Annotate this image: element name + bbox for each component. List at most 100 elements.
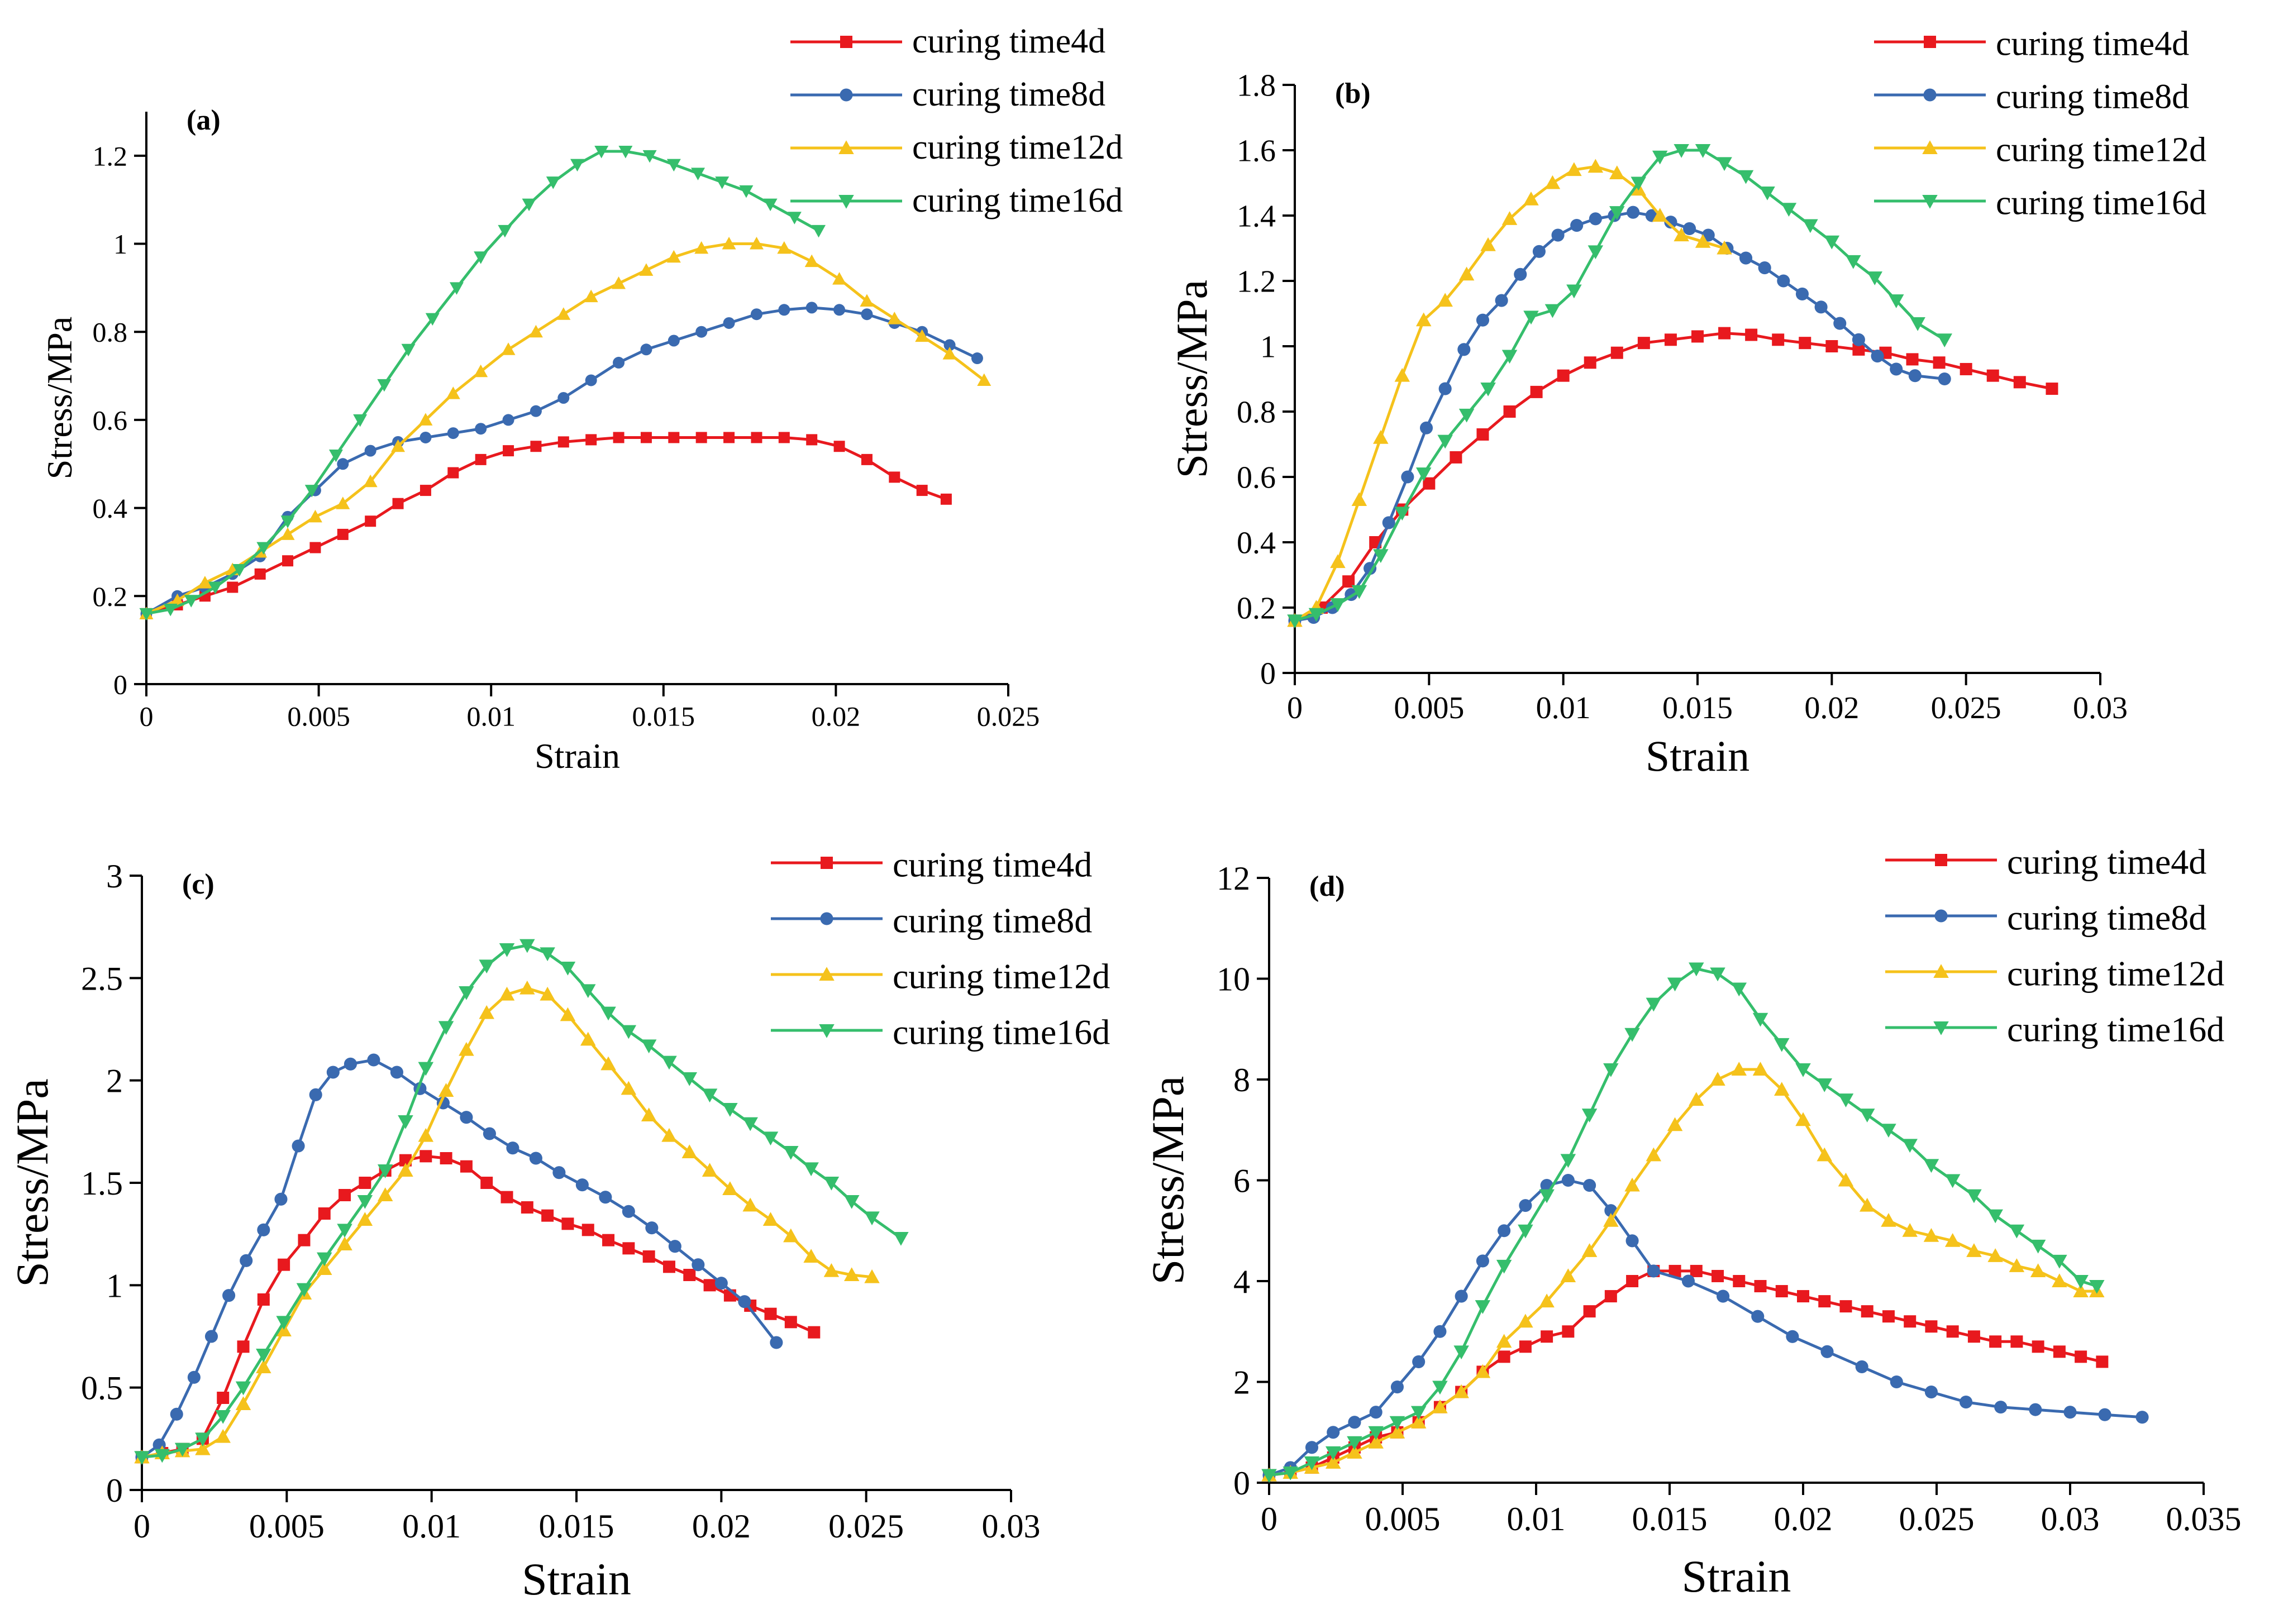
data-point: [641, 1107, 657, 1121]
data-point: [392, 498, 404, 509]
data-point: [1415, 312, 1432, 327]
x-axis-label: Strain: [1682, 1551, 1791, 1602]
data-point: [337, 528, 349, 540]
legend-label: curing time8d: [912, 75, 1105, 113]
data-point: [278, 1258, 290, 1271]
data-point: [187, 1370, 201, 1384]
legend-entry-8d: curing time8d: [790, 75, 1105, 113]
x-tick-label: 0: [1287, 691, 1303, 725]
data-point: [235, 1381, 251, 1396]
series-line-16d: [145, 150, 820, 615]
data-point: [893, 1232, 909, 1246]
data-point: [777, 241, 792, 254]
data-point: [1738, 170, 1754, 184]
data-point: [692, 1258, 705, 1272]
data-point: [1752, 1012, 1768, 1027]
series-16d: [134, 939, 909, 1465]
data-point: [274, 1192, 288, 1206]
data-point: [2098, 1408, 2111, 1421]
data-point: [1781, 203, 1797, 217]
data-point: [783, 1228, 799, 1243]
data-point: [438, 1021, 454, 1035]
y-tick-label: 0: [113, 669, 127, 700]
data-point: [621, 1081, 637, 1095]
y-tick-label: 0.2: [93, 581, 128, 612]
series-line-4d: [145, 436, 948, 615]
data-point: [1501, 211, 1518, 225]
data-point: [641, 1039, 657, 1054]
data-point: [1261, 1469, 1277, 1483]
data-point: [1476, 1254, 1489, 1268]
data-point: [770, 1336, 783, 1349]
data-point: [860, 294, 874, 307]
data-point: [1774, 1038, 1790, 1052]
data-point: [1797, 1290, 1809, 1303]
data-point: [1419, 421, 1433, 434]
data-point: [2046, 383, 2058, 395]
data-point: [336, 496, 350, 509]
legend-marker: [819, 1024, 835, 1038]
data-point: [1603, 1063, 1619, 1077]
data-point: [1539, 1189, 1555, 1203]
data-point: [1668, 1264, 1681, 1277]
data-point: [222, 1289, 236, 1302]
data-point: [1820, 1345, 1834, 1358]
data-point: [1852, 333, 1865, 346]
data-point: [506, 1141, 519, 1155]
y-tick-label: 1: [113, 228, 127, 260]
data-point: [541, 1209, 554, 1222]
x-tick-label: 0.015: [1632, 1501, 1708, 1537]
data-point: [1560, 1268, 1576, 1282]
data-point: [1496, 1259, 1512, 1274]
x-tick-label: 0: [140, 701, 154, 732]
x-axis-label: Strain: [535, 736, 620, 776]
data-point: [502, 414, 514, 426]
data-point: [280, 527, 295, 540]
data-point: [812, 225, 826, 238]
y-tick-label: 10: [1217, 961, 1250, 998]
data-point: [483, 1127, 496, 1140]
data-point: [1557, 369, 1570, 382]
legend-marker: [1923, 88, 1937, 102]
x-tick-label: 0: [134, 1508, 150, 1545]
legend-marker: [1922, 195, 1938, 209]
y-axis-label: Stress/MPa: [1142, 1076, 1193, 1285]
data-point: [1824, 235, 1840, 250]
data-point: [1760, 187, 1775, 200]
data-point: [1412, 1355, 1426, 1368]
data-point: [600, 1056, 616, 1071]
data-point: [530, 405, 542, 417]
data-point: [418, 1062, 434, 1076]
data-point: [1745, 328, 1758, 341]
data-point: [702, 1088, 718, 1103]
data-point: [622, 1205, 635, 1218]
data-point: [317, 1252, 332, 1267]
data-point: [1401, 470, 1414, 484]
data-point: [419, 1150, 432, 1163]
data-point: [560, 962, 576, 976]
data-point: [1667, 1117, 1683, 1131]
data-point: [364, 445, 376, 457]
x-tick-label: 0.025: [1899, 1501, 1975, 1537]
series-12d: [134, 980, 880, 1464]
data-point: [940, 493, 952, 505]
data-point: [2096, 1355, 2109, 1368]
data-point: [215, 1429, 231, 1443]
data-point: [1544, 175, 1561, 189]
series-16d: [139, 145, 826, 621]
data-point: [1308, 608, 1324, 622]
data-point: [1923, 1228, 1939, 1242]
data-point: [227, 581, 239, 593]
data-point: [1325, 1446, 1341, 1460]
legend-label: curing time12d: [893, 957, 1110, 996]
data-point: [1710, 967, 1725, 982]
chart-panel-b: 0 0.005 0.01 0.015 0.02 0.025 0.03 0 0.2 0.4 0.6 0.…: [1167, 25, 2206, 780]
data-point: [1514, 268, 1527, 281]
data-point: [1777, 274, 1790, 288]
y-tick-label: 8: [1233, 1062, 1250, 1098]
x-tick-label: 0.02: [812, 701, 861, 732]
data-point: [460, 1160, 473, 1173]
data-point: [585, 434, 597, 446]
data-point: [915, 329, 929, 342]
data-point: [1774, 1082, 1790, 1096]
